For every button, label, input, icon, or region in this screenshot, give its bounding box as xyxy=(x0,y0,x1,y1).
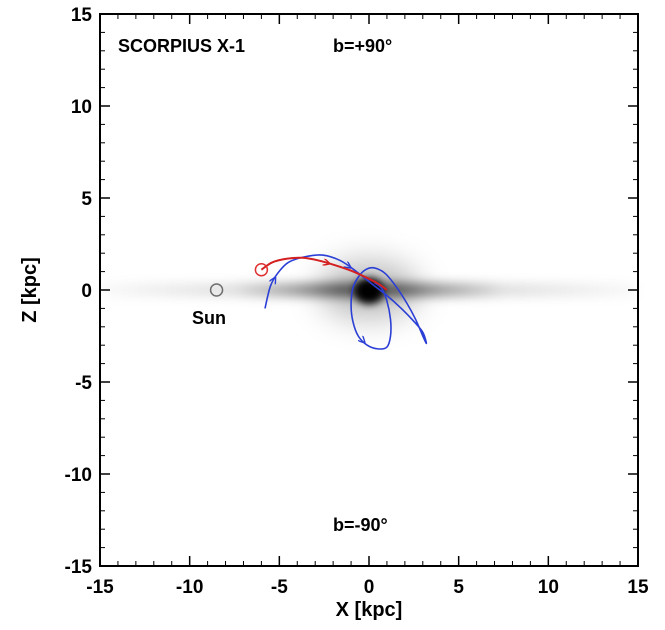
source-position-marker xyxy=(254,263,269,277)
x-tick-label: 5 xyxy=(453,577,464,598)
y-tick-label: -10 xyxy=(65,465,92,486)
annotation-latitude-top: b=+90° xyxy=(333,36,392,56)
annotation-source-name: SCORPIUS X-1 xyxy=(118,36,245,56)
x-tick-label: -15 xyxy=(86,577,114,598)
y-tick-label: -15 xyxy=(65,557,93,578)
x-tick-label: 0 xyxy=(364,577,375,598)
y-tick-label: 15 xyxy=(71,5,93,26)
y-tick-label: 0 xyxy=(81,281,92,302)
x-tick-label: -5 xyxy=(271,577,288,598)
sun-marker xyxy=(209,283,224,297)
y-tick-label: 5 xyxy=(81,189,92,210)
x-tick-label: -10 xyxy=(176,577,203,598)
orbit-series xyxy=(260,254,428,350)
y-axis-title: Z [kpc] xyxy=(19,257,41,323)
x-axis-title: X [kpc] xyxy=(336,599,403,621)
orbit-markers xyxy=(209,263,269,297)
x-tick-label: 10 xyxy=(538,577,559,598)
axis-tick-labels: -15 -10 -5 0 5 10 15 -15 -10 -5 0 5 10 15 xyxy=(65,5,649,598)
y-tick-label: -5 xyxy=(75,373,92,394)
orbit-line-blue xyxy=(264,254,428,350)
x-tick-label: 15 xyxy=(627,577,649,598)
galaxy-density-image xyxy=(100,262,638,318)
axis-ticks xyxy=(99,13,639,567)
annotation-latitude-bottom: b=-90° xyxy=(333,515,388,535)
y-tick-label: 10 xyxy=(71,97,92,118)
annotation-sun: Sun xyxy=(192,308,226,328)
